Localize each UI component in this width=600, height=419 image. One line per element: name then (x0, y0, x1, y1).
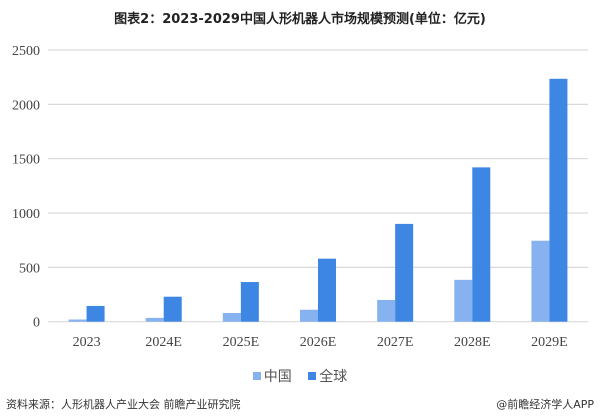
bar-global (240, 282, 259, 322)
y-tick-label: 0 (33, 316, 40, 331)
source-note: 资料来源：人形机器人产业大会 前瞻产业研究院 (6, 398, 241, 411)
x-tick-label: 2027E (377, 335, 414, 350)
y-tick-label: 2500 (12, 44, 40, 59)
bar-china (222, 313, 241, 322)
legend-swatch (308, 372, 317, 380)
y-tick-label: 2000 (12, 98, 40, 113)
legend: 中国 全球 (0, 366, 600, 386)
bar-china (68, 319, 87, 322)
bar-china (454, 279, 473, 322)
y-tick-label: 1000 (12, 207, 40, 222)
bar-global (163, 296, 182, 322)
brand-credit: @前瞻经济学人APP (496, 398, 594, 411)
bar-china (377, 299, 396, 322)
x-tick-label: 2025E (223, 335, 260, 350)
legend-item-china: 中国 (252, 366, 292, 386)
bar-china (531, 240, 550, 322)
bar-global (395, 223, 414, 322)
y-tick-label: 500 (19, 261, 40, 276)
y-tick-label: 1500 (12, 153, 40, 168)
bar-china (145, 317, 164, 322)
bar-global (86, 305, 105, 322)
x-tick-label: 2028E (454, 335, 491, 350)
legend-item-global: 全球 (308, 366, 347, 386)
bar-global (549, 78, 568, 322)
x-tick-label: 2024E (145, 335, 182, 350)
x-tick-label: 2023 (73, 335, 101, 350)
legend-label: 全球 (319, 369, 348, 385)
x-tick-label: 2026E (300, 335, 337, 350)
bar-global (318, 258, 336, 322)
x-tick-label: 2029E (531, 335, 568, 350)
bar-china (300, 309, 318, 322)
chart-title: 图表2：2023-2029中国人形机器人市场规模预测(单位：亿元) (114, 12, 486, 27)
legend-label: 中国 (263, 369, 292, 385)
legend-swatch (252, 372, 261, 380)
bar-chart: 0 500 1000 1500 2000 2500 2023 2024E 2025E 2026E 2… (12, 44, 588, 350)
bar-global (472, 167, 491, 322)
